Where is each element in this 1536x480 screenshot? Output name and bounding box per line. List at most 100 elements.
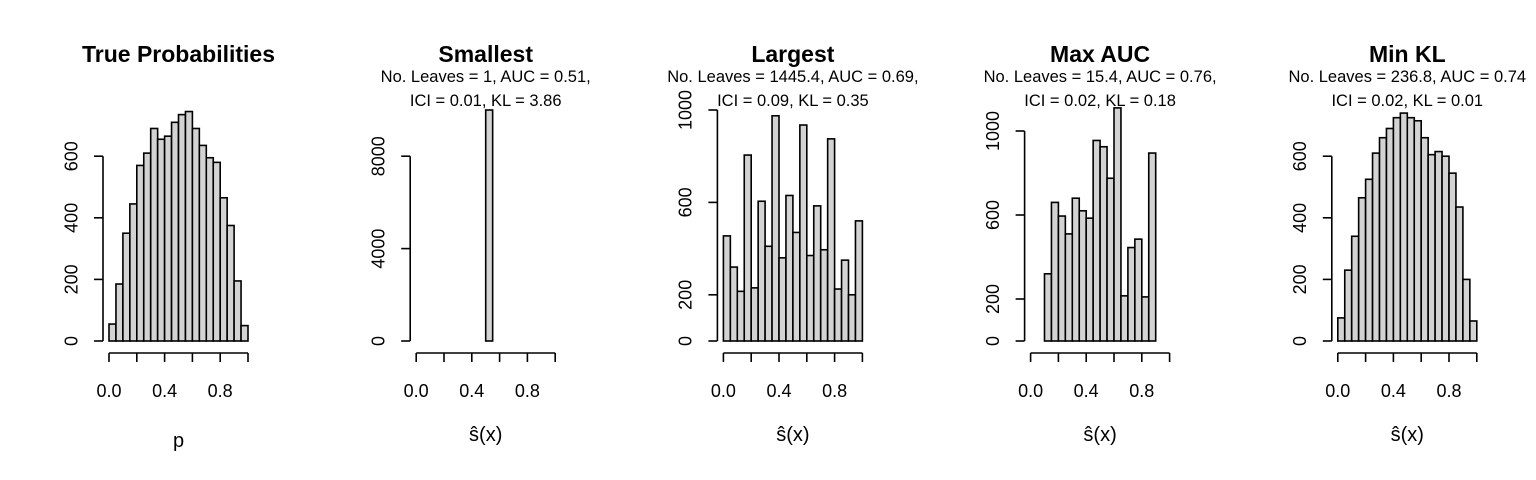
y-tick-label: 600	[1290, 141, 1310, 171]
histogram-bar	[1469, 320, 1478, 342]
histogram-bar	[1099, 145, 1108, 342]
panel-title: Max AUC	[1050, 41, 1150, 67]
histogram-bar	[122, 232, 131, 342]
histogram-bar	[1350, 235, 1360, 342]
panel-subtitle-line: No. Leaves = 1, AUC = 0.51,	[381, 68, 591, 86]
histogram-bar	[1399, 112, 1409, 342]
histogram-bar	[743, 154, 752, 342]
x-tick-label: 0.0	[711, 381, 736, 401]
y-tick-label: 600	[61, 141, 81, 171]
histogram-bar	[757, 200, 766, 342]
histogram-bar	[484, 109, 494, 342]
y-tick-label: 0	[676, 336, 696, 346]
x-tick-label: 0.8	[515, 381, 540, 401]
x-tick-label: 0.4	[152, 381, 177, 401]
histogram-panel-1: True Probabilities 0 200 400 600 0.0 0.4 0.8 p	[61, 41, 275, 452]
x-tick-label: 0.0	[1018, 381, 1043, 401]
histogram-bar	[240, 324, 249, 342]
y-tick-label: 8000	[369, 136, 389, 176]
histogram-bar	[722, 235, 732, 342]
histogram-bar	[792, 231, 801, 342]
histogram-bar	[1392, 116, 1402, 342]
y-tick-label: 4000	[369, 229, 389, 269]
panel-subtitle-line: ICI = 0.01, KL = 3.86	[410, 92, 562, 110]
histogram-bar	[778, 257, 787, 342]
y-tick-label: 1000	[983, 111, 1003, 151]
histogram-bar	[854, 220, 864, 342]
histogram-bar	[205, 156, 215, 342]
y-tick-label: 600	[676, 187, 696, 217]
histogram-bar	[1448, 172, 1457, 342]
histogram-bar	[1043, 272, 1053, 342]
y-tick-label: 200	[61, 264, 81, 294]
histogram-bar	[1420, 136, 1429, 342]
x-axis-label: ŝ(x)	[1391, 424, 1424, 446]
histogram-bar	[1378, 136, 1388, 342]
histogram-bar	[805, 254, 815, 342]
x-tick-label: 0.8	[1436, 381, 1461, 401]
histogram-bar	[799, 124, 808, 342]
histogram-bar	[233, 280, 242, 342]
y-tick-label: 200	[983, 284, 1003, 314]
y-tick-label: 400	[61, 203, 81, 233]
x-tick-label: 0.0	[404, 381, 429, 401]
histogram-bar	[198, 144, 208, 342]
histogram-bar	[184, 110, 194, 342]
panel-title: True Probabilities	[82, 41, 275, 67]
histogram-bar	[764, 245, 773, 342]
x-tick-label: 0.4	[1074, 381, 1099, 401]
histogram-bar	[771, 114, 780, 342]
histogram-bar	[136, 164, 145, 342]
histogram-bar	[156, 138, 166, 342]
histogram-bar	[1357, 196, 1367, 342]
histogram-bar	[163, 135, 173, 342]
histogram-bar	[1085, 217, 1094, 342]
panel-subtitle-line: No. Leaves = 1445.4, AUC = 0.69,	[667, 68, 918, 86]
x-axis-label: ŝ(x)	[469, 424, 502, 446]
histogram-bar	[833, 288, 843, 342]
panel-title: Min KL	[1369, 41, 1446, 67]
histogram-bar	[212, 161, 221, 342]
x-axis-label: ŝ(x)	[776, 424, 809, 446]
histogram-bar	[1337, 317, 1346, 342]
y-tick-label: 600	[983, 200, 1003, 230]
x-tick-label: 0.0	[1325, 381, 1350, 401]
histogram-bar	[1462, 278, 1471, 342]
y-tick-label: 1000	[676, 90, 696, 130]
x-tick-label: 0.4	[459, 381, 484, 401]
histogram-bar	[1371, 152, 1381, 342]
histogram-bar	[847, 293, 857, 342]
histogram-bar	[1134, 238, 1143, 342]
panel-subtitle-line: No. Leaves = 236.8, AUC = 0.74	[1289, 68, 1527, 86]
panel-subtitle-line: ICI = 0.02, KL = 0.18	[1024, 92, 1176, 110]
y-tick-label: 400	[1290, 203, 1310, 233]
histogram-bar	[1413, 119, 1422, 342]
histogram-bar	[1147, 152, 1157, 342]
histogram-bar	[1441, 155, 1450, 342]
histogram-bar	[1113, 107, 1122, 342]
histogram-bar	[1057, 215, 1067, 342]
histogram-bar	[826, 138, 836, 342]
x-tick-label: 0.0	[96, 381, 121, 401]
panel-title: Largest	[751, 41, 834, 67]
histogram-bar	[1141, 296, 1150, 342]
y-tick-label: 200	[1290, 264, 1310, 294]
histogram-bar	[1078, 210, 1087, 342]
y-tick-label: 0	[369, 336, 389, 346]
histogram-bar	[1434, 150, 1443, 342]
histogram-bar	[1050, 201, 1060, 342]
histogram-bar	[1406, 116, 1416, 342]
histogram-bar	[1343, 269, 1353, 342]
panel-subtitle-line: ICI = 0.09, KL = 0.35	[717, 92, 869, 110]
x-tick-label: 0.8	[822, 381, 847, 401]
histogram-bar	[1071, 197, 1081, 342]
histogram-bar	[115, 283, 124, 342]
histogram-bar	[226, 224, 235, 342]
panel-subtitle-line: No. Leaves = 15.4, AUC = 0.76,	[984, 68, 1217, 86]
x-tick-label: 0.8	[208, 381, 233, 401]
